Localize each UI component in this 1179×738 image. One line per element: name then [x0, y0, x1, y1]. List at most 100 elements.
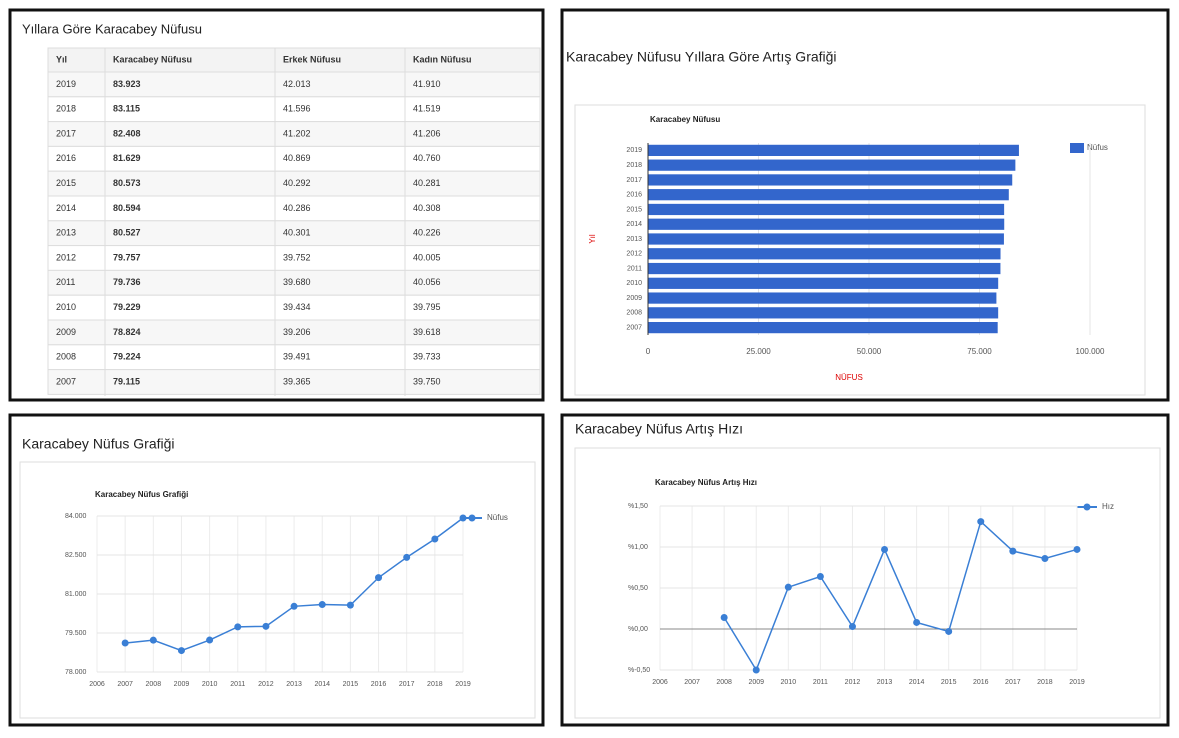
panel-title: Karacabey Nüfus Grafiği — [22, 436, 175, 452]
bar — [648, 174, 1013, 186]
point — [720, 614, 728, 622]
table-cell: 39.434 — [283, 302, 311, 312]
chart-title: Karacabey Nüfusu — [650, 115, 720, 124]
y-tick-label: 2018 — [626, 162, 642, 169]
x-tick-label: 2017 — [399, 681, 415, 688]
table-row — [47, 220, 541, 247]
panel — [8, 8, 545, 402]
column-header: Kadın Nüfusu — [413, 54, 472, 64]
point — [234, 623, 242, 631]
point — [318, 601, 326, 609]
table-cell: 39.752 — [283, 252, 311, 262]
panel — [560, 413, 1170, 727]
bar — [648, 322, 998, 334]
y-tick-label: 2014 — [626, 221, 642, 228]
table-row — [47, 319, 541, 346]
table-cell: 2007 — [56, 376, 76, 386]
x-tick-label: 2012 — [845, 679, 861, 686]
bar — [648, 262, 1001, 275]
y-tick-label: 2010 — [626, 280, 642, 287]
x-tick-label: 50.000 — [857, 347, 882, 356]
table-cell: 2016 — [56, 153, 76, 163]
y-tick-label: 2011 — [627, 265, 642, 272]
legend-label: Nüfus — [1087, 143, 1108, 152]
x-tick-label: 2007 — [117, 681, 133, 688]
column-header: Yıl — [56, 54, 67, 64]
table-cell: 2010 — [56, 302, 76, 312]
x-tick-label: 2018 — [1037, 679, 1053, 686]
table-cell: 40.301 — [283, 228, 311, 238]
table-cell: 83.923 — [113, 79, 141, 89]
x-axis-label: NÜFUS — [835, 373, 863, 382]
bar — [648, 218, 1005, 230]
x-tick-label: 2019 — [1069, 679, 1085, 686]
table-cell: 80.527 — [113, 228, 141, 238]
y-tick-label: 78.000 — [65, 669, 87, 676]
y-tick-label: %1,00 — [628, 544, 648, 551]
y-tick-label: 2013 — [626, 236, 642, 243]
y-tick-label: 79.500 — [65, 630, 87, 637]
point — [1041, 554, 1049, 562]
x-tick-label: 2007 — [684, 679, 700, 686]
table-cell: 81.629 — [113, 153, 141, 163]
legend-dot — [468, 514, 476, 522]
x-tick-label: 2006 — [652, 679, 668, 686]
x-tick-label: 2017 — [1005, 679, 1021, 686]
point — [206, 636, 214, 644]
x-tick-label: 25.000 — [746, 347, 771, 356]
chart-card — [574, 447, 1161, 719]
point — [262, 622, 270, 630]
y-tick-label: 84.000 — [65, 513, 87, 520]
point — [1009, 547, 1017, 555]
bar — [648, 307, 999, 319]
table-cell: 79.115 — [113, 376, 140, 386]
table-cell: 41.202 — [283, 128, 311, 138]
point — [881, 545, 889, 553]
x-tick-label: 2010 — [202, 681, 218, 688]
table-header-bg — [47, 47, 541, 73]
x-tick-label: 2015 — [343, 681, 359, 688]
y-tick-label: 2017 — [626, 177, 642, 184]
table-cell: 78.824 — [113, 327, 141, 337]
table-cell: 2008 — [56, 352, 76, 362]
x-tick-label: 2010 — [781, 679, 797, 686]
y-tick-label: 82.500 — [65, 552, 87, 559]
table-cell: 39.206 — [283, 327, 311, 337]
table-cell: 40.760 — [413, 153, 441, 163]
table-cell: 39.365 — [283, 376, 311, 386]
table-row — [47, 145, 541, 172]
x-tick-label: 2013 — [286, 681, 302, 688]
table-row — [47, 170, 541, 197]
x-tick-label: 2014 — [909, 679, 925, 686]
legend-swatch — [1070, 143, 1084, 153]
table-row — [47, 245, 541, 271]
point — [177, 647, 185, 655]
x-tick-label: 2006 — [89, 681, 105, 688]
point — [977, 518, 985, 526]
y-tick-label: %-0,50 — [628, 667, 650, 674]
x-tick-label: 2009 — [748, 679, 764, 686]
column-header: Karacabey Nüfusu — [113, 54, 192, 64]
point — [848, 623, 856, 631]
y-tick-label: 2016 — [626, 192, 642, 199]
table-cell: 79.224 — [113, 352, 141, 362]
column-header: Erkek Nüfusu — [283, 54, 341, 64]
point — [752, 666, 760, 674]
y-tick-label: 2012 — [626, 251, 642, 258]
table-cell: 39.795 — [413, 302, 441, 312]
point — [945, 627, 953, 635]
table-cell: 41.206 — [413, 128, 441, 138]
table-cell: 41.910 — [413, 79, 441, 89]
bar — [648, 233, 1004, 245]
panel-title: Karacabey Nüfusu Yıllara Göre Artış Graf… — [566, 49, 837, 65]
point — [346, 601, 354, 609]
legend-label: Hız — [1102, 502, 1114, 511]
table-cell: 2011 — [56, 277, 75, 287]
y-tick-label: 2007 — [626, 324, 642, 331]
table-cell: 39.491 — [283, 352, 311, 362]
y-tick-label: 2019 — [626, 147, 642, 154]
table-cell: 2013 — [56, 228, 76, 238]
x-tick-label: 2013 — [877, 679, 893, 686]
table-cell: 42.013 — [283, 79, 311, 89]
